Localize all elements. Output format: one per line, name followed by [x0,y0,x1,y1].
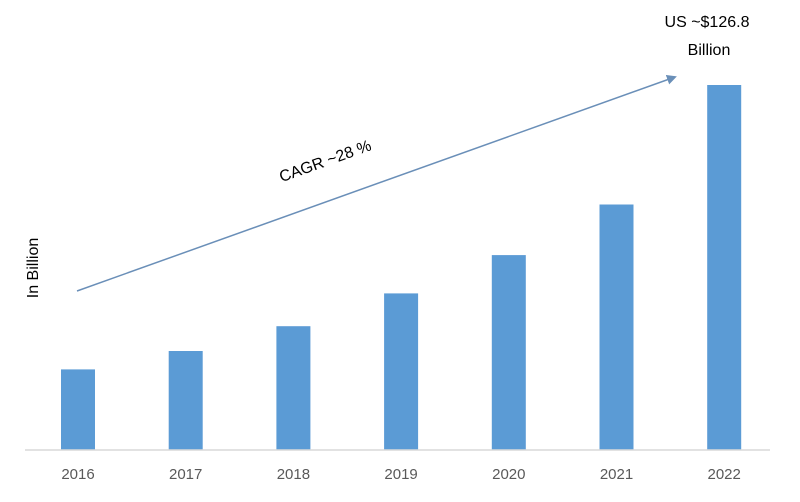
x-tick-label-2020: 2020 [492,466,525,483]
bar-series [61,85,742,450]
bar-2021 [599,204,634,450]
bar-2022 [707,85,742,450]
bar-2018 [276,326,311,450]
cagr-growth-arrow [76,74,677,292]
x-tick-label-2019: 2019 [384,466,417,483]
x-tick-label-2018: 2018 [277,466,310,483]
x-tick-label-2021: 2021 [600,466,633,483]
x-tick-labels: 2016 2017 2018 2019 2020 2021 2022 [61,466,741,483]
bar-2020 [491,255,526,450]
end-value-label-line2: Billion [688,42,731,59]
x-tick-label-2016: 2016 [61,466,94,483]
x-tick-label-2022: 2022 [708,466,741,483]
bar-2019 [384,293,419,450]
bar-2016 [61,369,95,450]
bar-2017 [168,351,203,450]
y-axis-label: In Billion [25,238,42,298]
x-tick-label-2017: 2017 [169,466,202,483]
cagr-label: CAGR ~28 % [277,137,374,186]
end-value-label-line1: US ~$126.8 [665,14,750,31]
